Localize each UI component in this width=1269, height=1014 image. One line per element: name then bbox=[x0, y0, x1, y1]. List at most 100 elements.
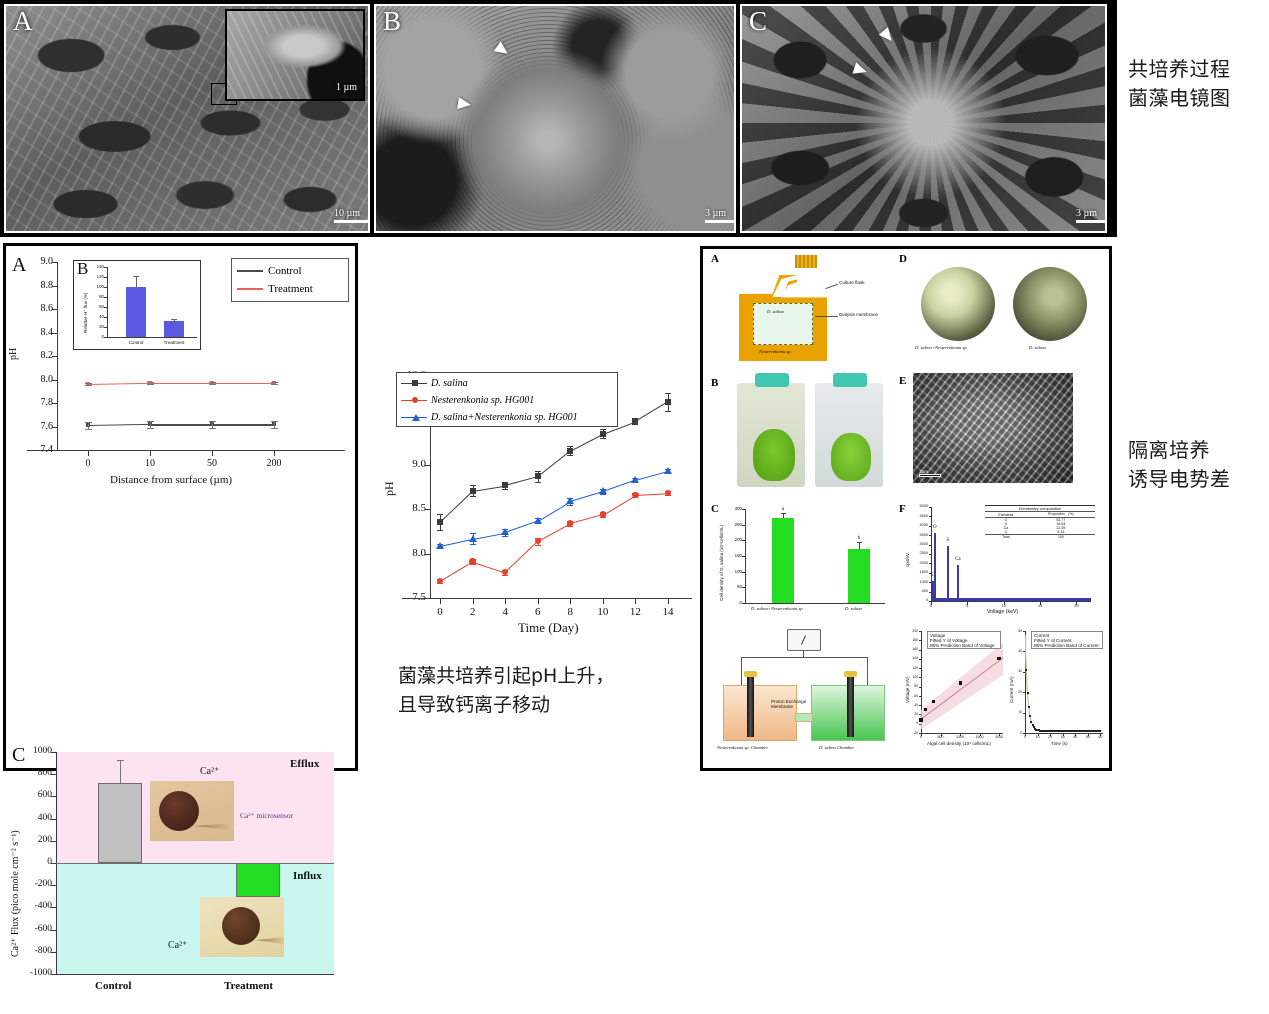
center-y-axis-label: pH bbox=[382, 481, 396, 496]
center-error-bar bbox=[602, 429, 604, 439]
eds-peak-Ca bbox=[956, 565, 959, 601]
center-error-bar bbox=[440, 543, 441, 548]
center-error-cap bbox=[567, 526, 574, 528]
subpanel-f-y-tick bbox=[928, 554, 931, 555]
subpanel-f-y-tick bbox=[928, 582, 931, 583]
subpanel-i-data-point bbox=[1089, 729, 1092, 732]
panel-a-legend-swatch-control bbox=[237, 270, 263, 272]
subpanel-i-y-axis-label: Current (mA) bbox=[1009, 676, 1014, 703]
subpanel-i-y-tick bbox=[1023, 631, 1025, 632]
subpanel-i-data-point bbox=[1094, 729, 1097, 732]
error-bar bbox=[274, 381, 275, 385]
subpanel-h-legend-0: Voltage bbox=[930, 633, 946, 638]
subpanel-h-x-tick-label: 1500 bbox=[975, 735, 984, 739]
x-tick-label: 10 bbox=[145, 458, 155, 469]
error-cap bbox=[84, 385, 92, 387]
center-error-cap bbox=[599, 438, 606, 440]
dish-coculture bbox=[921, 267, 995, 341]
center-x-tick bbox=[570, 599, 572, 604]
center-error-cap bbox=[599, 511, 606, 513]
center-series-segment bbox=[635, 493, 669, 497]
subpanel-g-left-chamber-label: Nesterenkonia sp. Chamber bbox=[717, 745, 768, 750]
subpanel-c-y-tick bbox=[742, 571, 745, 573]
subpanel-f-y-tick-label: 4000 bbox=[919, 523, 928, 528]
subpanel-i-x-axis bbox=[1025, 733, 1103, 734]
eds-peak-C bbox=[932, 581, 935, 601]
center-error-bar bbox=[602, 488, 604, 495]
eds-table-row: O 53.77 bbox=[985, 518, 1095, 522]
error-cap bbox=[146, 427, 154, 429]
error-cap bbox=[84, 383, 92, 385]
subpanel-i-x-tick bbox=[1075, 734, 1076, 736]
x-tick-mark bbox=[274, 451, 275, 456]
inset-b-y-tick-label: 0 bbox=[101, 334, 104, 339]
center-error-cap bbox=[665, 491, 671, 493]
panel-c-y-tick-label: -400 bbox=[34, 901, 52, 912]
y-tick-label: 7.6 bbox=[40, 420, 54, 432]
error-bar bbox=[150, 381, 151, 385]
inset-b-y-tick bbox=[104, 307, 107, 308]
subpanel-i-data-point bbox=[1090, 729, 1093, 732]
sem-panel-b-letter: B bbox=[383, 6, 402, 36]
subpanel-h-x-axis bbox=[921, 733, 1003, 734]
subpanel-i-x-tick-label: 40 bbox=[1073, 735, 1078, 739]
center-error-cap bbox=[632, 496, 639, 498]
subpanel-h-y-tick bbox=[919, 733, 921, 734]
subpanel-f-y-tick bbox=[928, 525, 931, 527]
subpanel-c-error-bar bbox=[783, 512, 784, 519]
center-x-axis bbox=[402, 598, 692, 600]
center-y-tick-label: 8.5 bbox=[412, 502, 426, 515]
center-error-cap bbox=[437, 529, 443, 531]
center-error-cap bbox=[599, 429, 606, 431]
inset-b-y-tick-label: 40 bbox=[99, 314, 104, 319]
subpanel-i-data-point bbox=[1065, 729, 1068, 732]
center-error-cap bbox=[599, 517, 606, 519]
subpanel-c-y-tick bbox=[742, 587, 745, 588]
subpanel-d-caption-right: D. salina bbox=[1029, 345, 1046, 350]
center-error-bar bbox=[440, 513, 441, 530]
subpanel-f-y-tick-label: 3500 bbox=[919, 532, 928, 537]
center-error-bar bbox=[635, 493, 637, 497]
subpanel-d-dish-photos: D D. salina+Nesterenkonia sp. D. salina bbox=[899, 253, 1105, 363]
center-error-cap bbox=[502, 481, 509, 483]
center-x-tick bbox=[668, 599, 669, 604]
sem-texture-porous-network bbox=[742, 6, 1105, 231]
subpanel-i-data-point bbox=[1084, 729, 1087, 732]
sem-arrow-marker bbox=[457, 97, 472, 111]
center-marker-circle bbox=[501, 569, 509, 576]
center-error-cap bbox=[567, 455, 574, 457]
center-error-cap bbox=[502, 528, 509, 530]
inset-b-y-tick bbox=[104, 277, 107, 278]
y-tick-mark bbox=[52, 332, 57, 334]
electrode-right bbox=[847, 675, 854, 737]
subpanel-i-data-point bbox=[1037, 729, 1040, 732]
panel-c-xtick-treatment: Treatment bbox=[224, 980, 274, 992]
panel-c-inset-ion-label-bottom: Ca²⁺ bbox=[168, 940, 188, 951]
subpanel-h-y-tick-label: 0 bbox=[916, 721, 918, 726]
error-cap bbox=[84, 428, 92, 430]
subpanel-c-y-axis bbox=[745, 509, 746, 603]
subpanel-e-image: 1µm bbox=[913, 373, 1073, 483]
center-x-tick-label: 6 bbox=[534, 606, 541, 618]
subpanel-g-right-chamber-label: D. salina Chamber bbox=[819, 745, 855, 750]
center-error-cap bbox=[502, 488, 509, 490]
chamber-left bbox=[723, 685, 797, 741]
marker-square-icon bbox=[412, 380, 418, 387]
bottle-right-cap bbox=[833, 373, 867, 387]
subpanel-i-data-point bbox=[1042, 729, 1045, 732]
subpanel-i-data-point bbox=[1039, 729, 1042, 732]
subpanel-c-bar bbox=[848, 549, 870, 603]
subpanel-c-y-tick-label: 0 bbox=[739, 600, 742, 605]
subpanel-i-data-point bbox=[1035, 728, 1038, 731]
subpanel-c-y-tick bbox=[742, 556, 745, 557]
subpanel-i-data-point bbox=[1098, 729, 1101, 732]
subpanel-i-y-tick-label: 30 bbox=[1018, 669, 1022, 674]
subpanel-i-data-point bbox=[1049, 729, 1052, 732]
center-x-tick-label: 14 bbox=[662, 606, 674, 618]
panel-c-y-tick-label: -200 bbox=[34, 879, 52, 890]
subpanel-i-data-point bbox=[1044, 729, 1047, 732]
eds-table-row: S 18.54 bbox=[985, 522, 1095, 526]
subpanel-f-y-tick bbox=[928, 535, 931, 536]
subpanel-i-y-tick bbox=[1023, 712, 1025, 714]
subpanel-i-x-tick bbox=[1050, 734, 1051, 736]
